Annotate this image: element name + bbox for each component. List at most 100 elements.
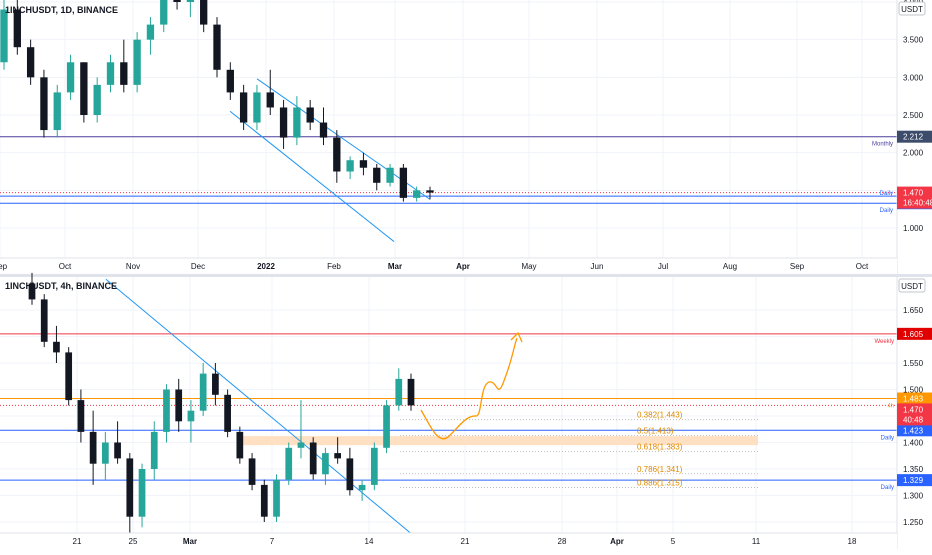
price-badge-bg <box>897 403 932 426</box>
candle-body <box>226 69 234 93</box>
x-tick-label: May <box>521 262 536 271</box>
level-tag: Monthly <box>872 142 893 148</box>
level-badge-bg <box>897 392 932 405</box>
candle-body <box>333 137 341 172</box>
candle-body <box>213 24 221 70</box>
candle-body <box>253 92 261 123</box>
daily-x-axis[interactable]: Sep Oct Nov Dec 2022 Feb Mar Apr May Jun Jul Aug Sep… <box>0 257 897 274</box>
candle <box>359 152 368 176</box>
candle <box>93 77 101 123</box>
candle-body <box>306 107 314 123</box>
x-tick-label: 11 <box>752 537 761 546</box>
candle <box>346 156 354 180</box>
candle-body <box>399 167 408 198</box>
candle-body <box>200 0 208 25</box>
candle-body <box>426 190 434 193</box>
fib-label: 0.5(1.413) <box>637 427 674 436</box>
intraday-currency-box[interactable]: USDT <box>898 278 926 293</box>
candle-body <box>53 341 60 353</box>
candle-body <box>413 190 421 198</box>
level-tag: Daily <box>880 208 893 214</box>
fibonacci-levels[interactable]: 0.382(1.443) 0.5(1.413) 0.618(1.383) 0.786(… <box>400 411 758 488</box>
candle-body <box>383 405 390 448</box>
candle-body <box>386 167 394 183</box>
x-tick-label: Feb <box>327 262 341 271</box>
y-tick-label: 1.300 <box>903 492 924 501</box>
x-axis-bg[interactable] <box>0 533 897 549</box>
candle-body <box>236 431 244 459</box>
candle <box>80 62 88 123</box>
projection-arrowhead <box>510 331 523 343</box>
candle <box>65 347 73 406</box>
intraday-trendline[interactable] <box>105 278 411 533</box>
candle <box>395 368 403 411</box>
candle-body <box>239 92 248 123</box>
candle <box>89 410 97 485</box>
candle-body <box>395 378 403 406</box>
y-axis-bg[interactable] <box>897 0 932 258</box>
intraday-pane[interactable]: Weekly 4h Daily Daily 0.382(1.443) 0.5(1.413… <box>0 272 932 549</box>
candle-body <box>309 442 317 475</box>
x-tick-label: Mar <box>183 537 197 546</box>
candle-body <box>0 9 8 63</box>
candle-body <box>359 160 368 168</box>
x-axis-bg[interactable] <box>0 258 897 274</box>
intraday-zone[interactable] <box>238 436 758 446</box>
candle <box>53 84 61 138</box>
candle-body <box>187 410 195 422</box>
x-tick-label: 21 <box>73 537 82 546</box>
intraday-symbol-label: 1INCHUSDT, 4h, BINANCE <box>5 281 117 291</box>
level-badge-text: 1.605 <box>903 330 924 339</box>
pane-separator[interactable] <box>0 274 932 277</box>
intraday-candles <box>28 272 415 533</box>
candle <box>346 447 354 496</box>
channel-lower-line[interactable] <box>229 110 395 242</box>
demand-zone[interactable] <box>238 436 758 446</box>
candle <box>146 17 155 55</box>
daily-currency-box[interactable]: USDT <box>898 1 926 16</box>
x-tick-label: Oct <box>856 262 869 271</box>
candle-body <box>266 92 274 108</box>
candle-body <box>101 442 109 464</box>
level-tag: 4h <box>887 404 894 410</box>
candle-body <box>297 442 305 448</box>
intraday-x-axis[interactable]: 21 25 Mar 7 14 21 28 Apr 5 11 18 <box>0 532 897 549</box>
y-tick-label: 1.000 <box>903 224 924 233</box>
fib-label: 0.786(1.341) <box>637 465 683 474</box>
projection-path[interactable] <box>420 337 518 440</box>
candle <box>236 426 244 464</box>
candle <box>138 463 146 528</box>
candle <box>266 69 274 115</box>
candle <box>114 421 121 464</box>
candle-body <box>212 373 219 395</box>
candle-body <box>126 458 134 517</box>
candle <box>186 0 195 18</box>
level-tag: Weekly <box>874 339 894 345</box>
daily-y-axis[interactable]: 4.0003.5003.0002.5002.0001.5001.0002.212… <box>896 0 932 274</box>
candle <box>126 453 134 533</box>
level-badge-text: 2.212 <box>903 133 924 142</box>
price-projection[interactable] <box>420 331 523 440</box>
candle <box>370 442 378 491</box>
candle <box>0 0 8 70</box>
candle-body <box>173 0 181 2</box>
price-badge-text: 1.470 <box>903 189 924 198</box>
intraday-currency-label: USDT <box>901 282 923 291</box>
y-tick-label: 1.250 <box>903 518 924 527</box>
fib-label: 0.618(1.383) <box>637 443 683 452</box>
candle-body <box>40 299 48 342</box>
intraday-y-axis[interactable]: 1.6501.6001.5501.5001.4501.4001.3501.300… <box>896 277 932 549</box>
descending-trendline[interactable] <box>105 278 411 533</box>
x-tick-label: Oct <box>59 262 72 271</box>
candle-body <box>322 453 329 475</box>
candle-body <box>370 447 378 485</box>
candle <box>133 32 141 93</box>
x-tick-label: Apr <box>610 537 624 546</box>
candle <box>101 431 109 480</box>
y-tick-label: 2.000 <box>903 149 924 158</box>
daily-plot-area[interactable] <box>0 0 897 258</box>
candle <box>253 84 261 131</box>
candle-body <box>77 400 85 432</box>
